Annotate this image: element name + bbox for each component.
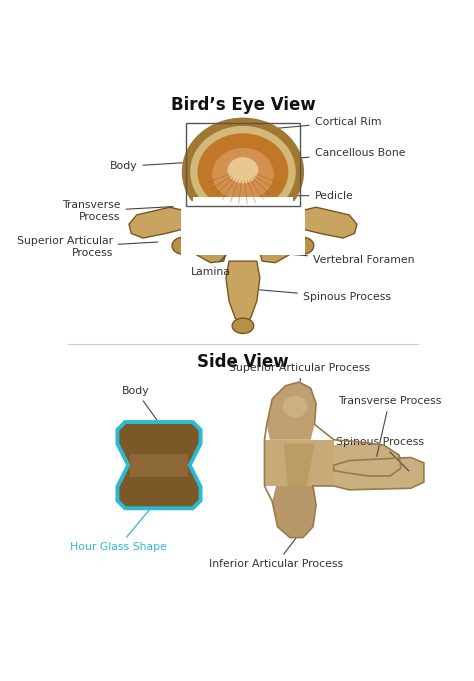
Polygon shape	[285, 207, 357, 238]
Text: Bird’s Eye View: Bird’s Eye View	[171, 95, 315, 114]
Text: Pedicle: Pedicle	[286, 191, 353, 201]
Bar	[193, 197, 293, 243]
Text: Spinous Process: Spinous Process	[260, 290, 391, 302]
Polygon shape	[267, 382, 316, 440]
Polygon shape	[129, 207, 201, 238]
Bar	[182, 201, 304, 255]
Text: Transverse Process: Transverse Process	[337, 396, 441, 456]
Polygon shape	[191, 230, 228, 263]
Ellipse shape	[283, 396, 308, 417]
Polygon shape	[130, 454, 188, 477]
Text: Superior Articular Process: Superior Articular Process	[228, 363, 370, 381]
Text: Body: Body	[110, 161, 183, 172]
Polygon shape	[334, 458, 424, 490]
Ellipse shape	[172, 237, 194, 254]
Text: Inferior Articular Process: Inferior Articular Process	[209, 538, 343, 569]
Polygon shape	[258, 230, 295, 263]
Bar	[208, 197, 278, 236]
Polygon shape	[284, 443, 315, 486]
Bar	[182, 205, 304, 251]
Text: Transverse
Process: Transverse Process	[62, 200, 173, 222]
Ellipse shape	[212, 148, 273, 200]
Ellipse shape	[228, 157, 258, 183]
Ellipse shape	[186, 122, 300, 222]
Ellipse shape	[231, 235, 255, 252]
Text: Body: Body	[122, 386, 157, 421]
Ellipse shape	[198, 133, 288, 210]
Text: Hour Glass Shape: Hour Glass Shape	[70, 509, 167, 552]
Ellipse shape	[292, 237, 314, 254]
Text: Cortical Rim: Cortical Rim	[267, 116, 381, 129]
Text: Side View: Side View	[197, 353, 289, 370]
Polygon shape	[118, 443, 128, 487]
Polygon shape	[264, 203, 298, 230]
Bar	[186, 123, 300, 206]
Text: Lamina: Lamina	[191, 255, 230, 276]
Polygon shape	[188, 203, 221, 230]
Text: Superior Articular
Process: Superior Articular Process	[17, 236, 158, 258]
Polygon shape	[226, 261, 260, 324]
Polygon shape	[264, 440, 334, 486]
Polygon shape	[118, 422, 201, 508]
Text: Cancellous Bone: Cancellous Bone	[277, 148, 405, 160]
Polygon shape	[334, 442, 401, 476]
Ellipse shape	[232, 318, 254, 334]
Text: Spinous Process: Spinous Process	[336, 437, 424, 471]
Polygon shape	[272, 486, 316, 537]
Text: Vertebral Foramen: Vertebral Foramen	[254, 251, 414, 266]
